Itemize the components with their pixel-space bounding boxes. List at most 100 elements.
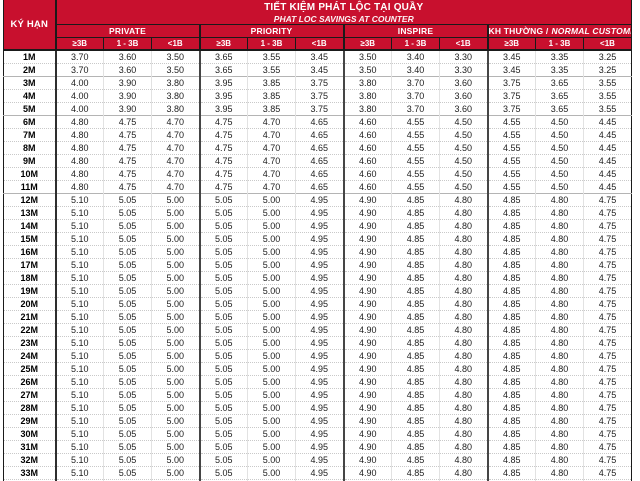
group-header-priority: PRIORITY (198, 24, 344, 38)
rate-cell: 4.90 (342, 466, 392, 480)
rate-cell: 4.85 (391, 466, 440, 480)
rate-cell: 3.70 (54, 63, 104, 77)
rate-cell: 4.90 (342, 362, 392, 376)
rate-cell: 3.75 (295, 102, 344, 116)
rate-cell: 4.65 (295, 128, 344, 142)
term-cell: 28M (3, 401, 57, 415)
rate-cell: 4.95 (295, 388, 344, 402)
table-row: 30M 5.10 5.05 5.00 5.05 5.00 4.95 4.90 4.85 4.80 4… (3, 427, 632, 441)
rate-cell: 3.65 (198, 63, 248, 77)
rate-cell: 4.65 (295, 180, 344, 194)
rate-cell: 3.60 (103, 50, 152, 64)
rate-cell: 3.70 (54, 50, 104, 64)
subheader-private-ge3b: ≥3B (54, 37, 104, 51)
rate-cell: 4.80 (439, 401, 488, 415)
rate-cell: 4.80 (54, 141, 104, 155)
rate-cell: 4.85 (486, 258, 536, 272)
term-cell: 2M (3, 63, 57, 77)
page-subtitle: PHAT LOC SAVINGS AT COUNTER (273, 13, 414, 24)
rate-cell: 4.75 (583, 375, 632, 389)
rate-cell: 4.75 (583, 440, 632, 454)
table-row: 20M 5.10 5.05 5.00 5.05 5.00 4.95 4.90 4.85 4.80 4… (3, 297, 632, 311)
rate-cell: 3.70 (391, 102, 440, 116)
rate-cell: 4.85 (391, 349, 440, 363)
rate-cell: 5.05 (103, 310, 152, 324)
rate-cell: 5.10 (54, 258, 104, 272)
rate-cell: 4.95 (295, 245, 344, 259)
table-row: 28M 5.10 5.05 5.00 5.05 5.00 4.95 4.90 4.85 4.80 4… (3, 401, 632, 415)
rate-cell: 4.85 (486, 245, 536, 259)
subheader-normal-ge3b: ≥3B (486, 37, 536, 51)
rate-cell: 4.00 (54, 89, 104, 103)
table-row: 33M 5.10 5.05 5.00 5.05 5.00 4.95 4.90 4.85 4.80 4… (3, 466, 632, 480)
term-cell: 9M (3, 154, 57, 168)
table-row: 9M 4.80 4.75 4.70 4.75 4.70 4.65 4.60 4.55 4.50 4.… (3, 154, 632, 168)
rate-cell: 4.85 (391, 401, 440, 415)
rate-cell: 3.75 (486, 76, 536, 90)
rate-cell: 5.00 (247, 323, 296, 337)
table-row: 3M 4.00 3.90 3.80 3.95 3.85 3.75 3.80 3.70 3.60 3.… (3, 76, 632, 90)
rate-cell: 4.85 (486, 388, 536, 402)
rate-cell: 5.05 (198, 297, 248, 311)
rate-cell: 4.70 (151, 180, 200, 194)
rate-cell: 3.85 (247, 102, 296, 116)
rate-cell: 4.75 (583, 206, 632, 220)
rate-cell: 4.75 (198, 115, 248, 129)
rate-cell: 4.80 (439, 271, 488, 285)
rate-cell: 4.95 (295, 453, 344, 467)
term-cell: 7M (3, 128, 57, 142)
rate-cell: 4.80 (535, 271, 584, 285)
rate-cell: 5.00 (151, 479, 200, 481)
rate-cell: 4.50 (535, 141, 584, 155)
rate-cell: 4.95 (295, 362, 344, 376)
rate-cell: 5.05 (103, 375, 152, 389)
rate-cell: 5.00 (151, 297, 200, 311)
rate-cell: 5.10 (54, 466, 104, 480)
rate-cell: 3.45 (486, 50, 536, 64)
rate-cell: 4.80 (535, 479, 584, 481)
term-cell: 8M (3, 141, 57, 155)
rate-cell: 4.80 (54, 180, 104, 194)
rate-cell: 4.70 (247, 141, 296, 155)
rate-cell: 4.95 (295, 427, 344, 441)
rate-cell: 4.60 (342, 141, 392, 155)
rate-cell: 5.05 (198, 271, 248, 285)
rate-cell: 4.85 (486, 427, 536, 441)
rate-cell: 4.90 (342, 401, 392, 415)
rate-cell: 4.80 (439, 349, 488, 363)
rate-cell: 4.90 (342, 349, 392, 363)
rate-cell: 3.65 (535, 102, 584, 116)
rate-cell: 5.10 (54, 284, 104, 298)
rate-cell: 4.85 (486, 414, 536, 428)
rate-cell: 5.10 (54, 193, 104, 207)
rate-cell: 5.10 (54, 414, 104, 428)
rate-cell: 4.00 (54, 76, 104, 90)
rate-cell: 4.85 (486, 310, 536, 324)
rate-cell: 4.70 (151, 141, 200, 155)
rate-cell: 5.00 (247, 375, 296, 389)
rate-cell: 3.60 (103, 63, 152, 77)
rate-cell: 3.80 (342, 89, 392, 103)
rate-cell: 4.85 (391, 193, 440, 207)
rate-cell: 3.90 (103, 102, 152, 116)
rate-cell: 5.00 (151, 375, 200, 389)
rate-cell: 5.05 (198, 206, 248, 220)
rate-cell: 3.80 (342, 102, 392, 116)
rate-cell: 4.85 (486, 401, 536, 415)
rate-cell: 5.05 (198, 258, 248, 272)
rate-cell: 3.75 (295, 89, 344, 103)
rate-cell: 4.75 (103, 128, 152, 142)
rate-cell: 3.90 (103, 76, 152, 90)
subheader-private-1-3b: 1 - 3B (103, 37, 152, 51)
table-row: 19M 5.10 5.05 5.00 5.05 5.00 4.95 4.90 4.85 4.80 4… (3, 284, 632, 298)
rate-cell: 3.95 (198, 76, 248, 90)
rate-cell: 5.00 (247, 284, 296, 298)
rate-cell: 4.55 (486, 167, 536, 181)
rate-cell: 4.80 (439, 232, 488, 246)
term-cell: 17M (3, 258, 57, 272)
rate-cell: 4.75 (583, 349, 632, 363)
rate-cell: 5.05 (198, 284, 248, 298)
rate-cell: 5.00 (247, 401, 296, 415)
rate-cell: 4.80 (439, 466, 488, 480)
rate-cell: 4.75 (583, 284, 632, 298)
